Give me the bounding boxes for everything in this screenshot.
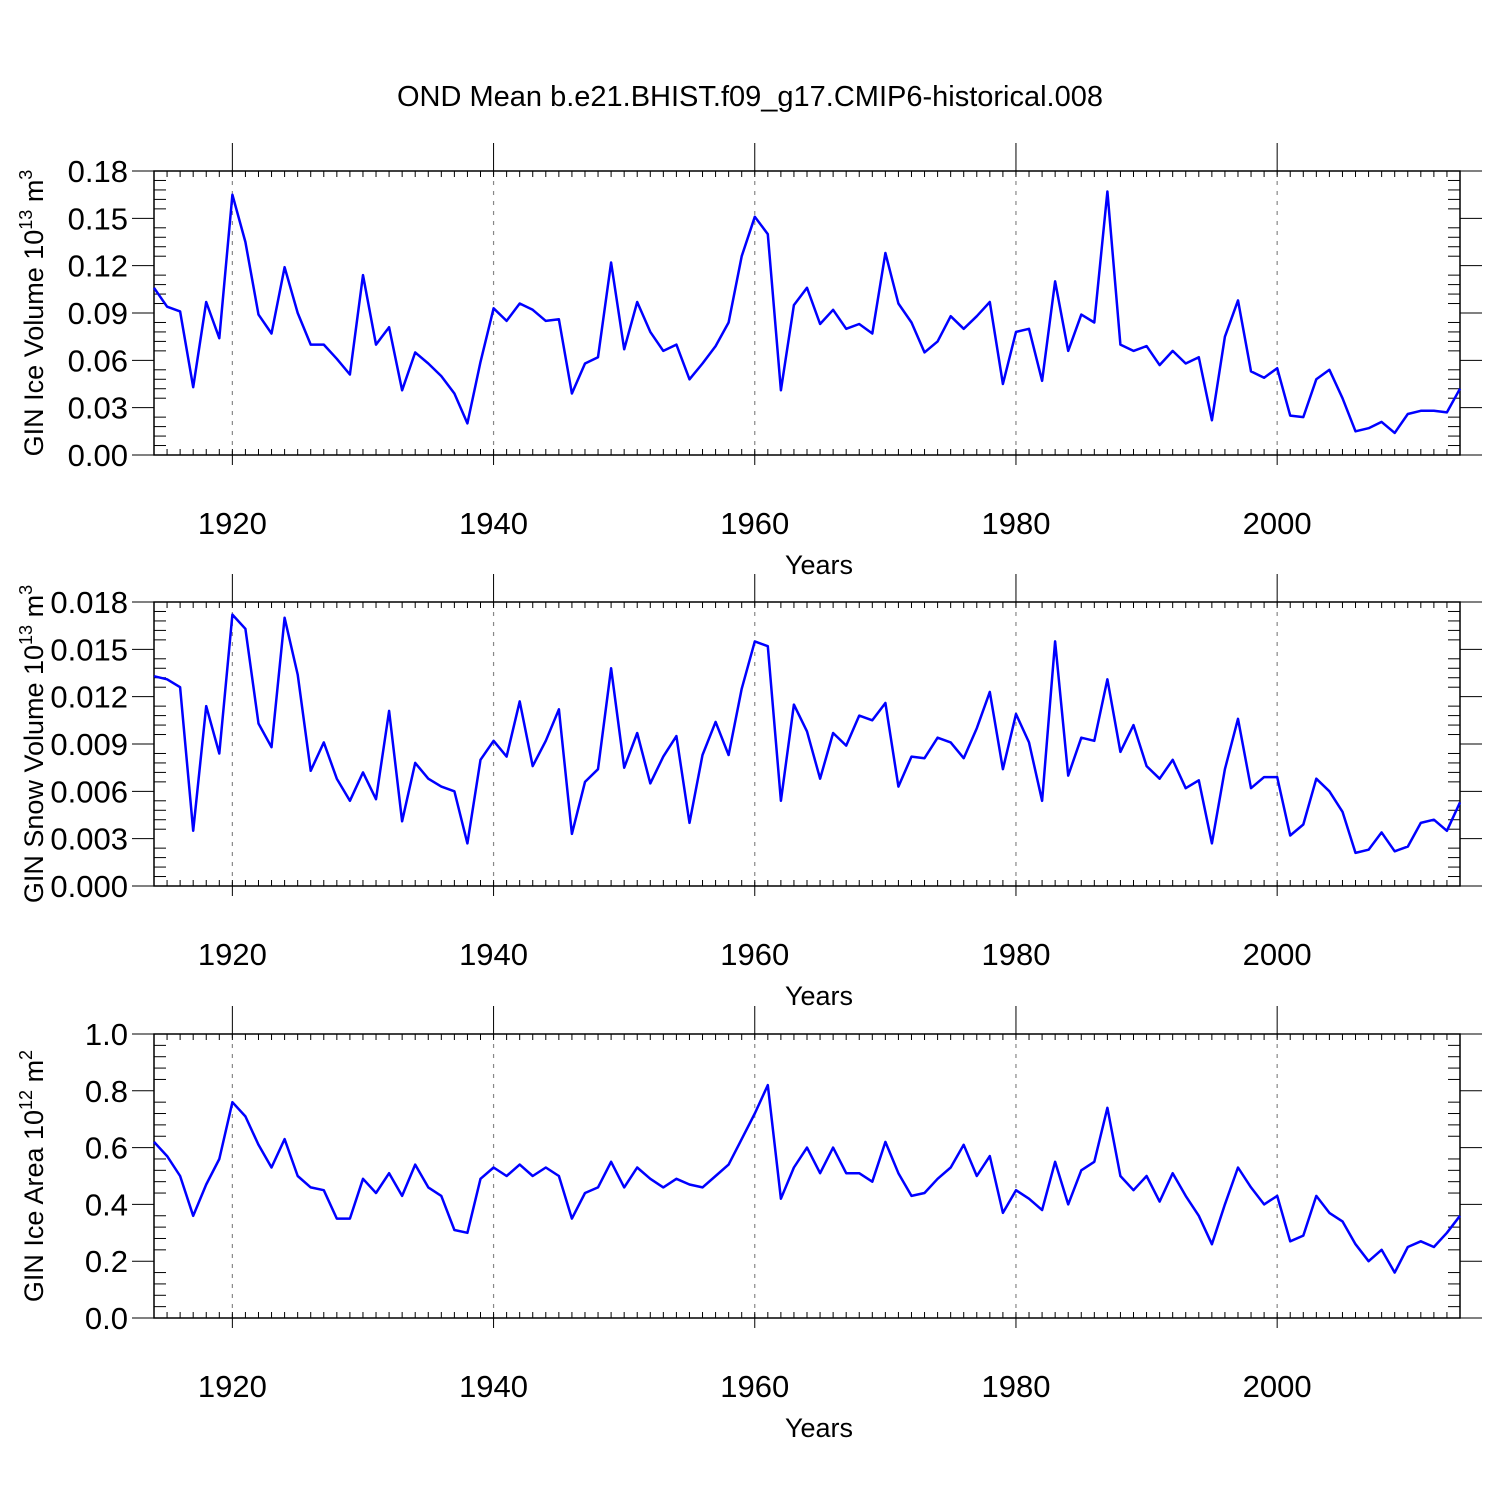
panel-ice-volume: 0.00 0.03 0.06 0.09 0.12 0.15 0.18 1920 1940 1960… [16,143,1482,580]
panel-0-x-tick-label: 1960 [720,506,789,541]
panel-2-frame [153,1033,1461,1319]
panel-0-y-axis-title: GIN Ice Volume 1013 m3 [16,170,49,457]
panel-0-y-tick-label: 0.09 [68,296,128,331]
panel-2-x-tick-label: 1940 [459,1369,528,1404]
panel-ice-area: 0.0 0.2 0.4 0.6 0.8 1.0 1920 1940 1960 1980 2000 Ye… [16,1006,1482,1443]
panel-2-y-tick-label: 0.8 [85,1074,128,1109]
panel-2-x-tick-label: 1960 [720,1369,789,1404]
panel-0-x-tick-label: 1980 [981,506,1050,541]
panel-0-y-tick-label: 0.18 [68,154,128,189]
panel-0-y-tick-label: 0.12 [68,249,128,284]
panel-1-x-tick-label: 1940 [459,937,528,972]
panel-0-x-tick-label: 2000 [1243,506,1312,541]
panel-0-x-axis-title: Years [785,550,853,580]
panel-1-y-axis-title: GIN Snow Volume 1013 m3 [16,585,49,903]
panel-1-y-tick-label: 0.003 [50,822,128,857]
panel-2-x-tick-label: 1920 [198,1369,267,1404]
panel-2-series-line [153,1083,1461,1274]
panel-2-y-tick-label: 0.0 [85,1301,128,1336]
panel-2-y-tick-label: 0.2 [85,1244,128,1279]
panel-1-y-tick-label: 0.015 [50,632,128,667]
panel-1-x-tick-label: 1960 [720,937,789,972]
panel-0-y-tick-label: 0.15 [68,201,128,236]
panel-1-x-tick-label: 1980 [981,937,1050,972]
panel-1-x-tick-label: 1920 [198,937,267,972]
panel-2-y-tick-label: 1.0 [85,1017,128,1052]
panel-1-x-tick-label: 2000 [1243,937,1312,972]
panel-0-y-tick-label: 0.06 [68,343,128,378]
panel-0-frame [153,170,1461,456]
figure-title: OND Mean b.e21.BHIST.f09_g17.CMIP6-histo… [397,81,1103,113]
panel-2-y-tick-label: 0.6 [85,1131,128,1166]
panel-2-x-axis-title: Years [785,1413,853,1443]
panel-1-y-tick-label: 0.000 [50,869,128,904]
panel-2-y-axis-title: GIN Ice Area 1012 m2 [16,1050,49,1302]
panel-1-y-tick-label: 0.012 [50,680,128,715]
panel-0-y-tick-label: 0.03 [68,391,128,426]
panel-1-y-tick-label: 0.018 [50,585,128,620]
panel-0-series-line [152,190,1462,435]
panel-2-x-tick-label: 2000 [1243,1369,1312,1404]
panel-snow-volume: 0.000 0.003 0.006 0.009 0.012 0.015 0.018 1920 1… [16,574,1482,1011]
panel-1-frame [153,601,1461,887]
panel-0-x-tick-label: 1920 [198,506,267,541]
panel-1-series-line [153,613,1462,855]
panel-1-y-tick-label: 0.006 [50,774,128,809]
panel-0-y-tick-label: 0.00 [68,438,128,473]
panel-2-x-tick-label: 1980 [981,1369,1050,1404]
panel-2-y-tick-label: 0.4 [85,1187,128,1222]
panel-1-y-tick-label: 0.009 [50,727,128,762]
panel-1-x-axis-title: Years [785,981,853,1011]
panel-0-x-tick-label: 1940 [459,506,528,541]
